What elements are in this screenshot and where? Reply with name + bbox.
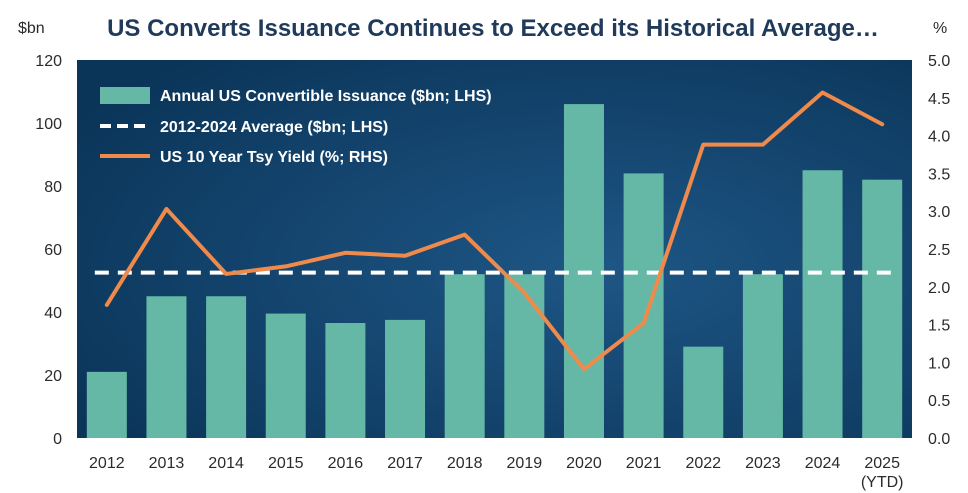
yield-line	[104, 90, 885, 372]
y-left-tick-label: 60	[44, 242, 62, 259]
y-left-tick-label: 80	[44, 179, 62, 196]
y-right-tick-label: 2.5	[928, 242, 950, 259]
yield-point-2015	[284, 264, 288, 268]
bar-2019	[504, 274, 545, 438]
x-tick-label: 2024	[805, 455, 841, 472]
bar-2018	[444, 274, 485, 438]
chart-title: US Converts Issuance Continues to Exceed…	[107, 15, 879, 42]
y-left-tick-label: 100	[35, 116, 62, 133]
y-right-tick-label: 1.0	[928, 355, 950, 372]
y-right-tick-label: 4.5	[928, 91, 950, 108]
bar-2014	[206, 296, 247, 438]
legend-label-average: 2012-2024 Average ($bn; LHS)	[160, 119, 388, 136]
x-tick-label: 2020	[566, 455, 602, 472]
x-tick-label: 2013	[149, 455, 185, 472]
y-left-tick-label: 40	[44, 305, 62, 322]
y-right-tick-label: 0.5	[928, 393, 950, 410]
x-tick-label: 2023	[745, 455, 781, 472]
x-tick-sublabel: (YTD)	[861, 474, 904, 491]
y-right-tick-label: 1.5	[928, 318, 950, 335]
x-tick-label: 2016	[328, 455, 364, 472]
x-tick-label: 2014	[208, 455, 244, 472]
y-left-tick-label: 20	[44, 368, 62, 385]
yield-point-2023	[761, 143, 765, 147]
y-right-tick-label: 4.0	[928, 129, 950, 146]
bar-2015	[265, 313, 306, 438]
yield-point-2012	[105, 303, 109, 307]
yield-point-2019	[522, 291, 526, 295]
legend-swatch-issuance	[100, 87, 150, 104]
x-tick-label: 2025	[864, 455, 900, 472]
x-tick-label: 2018	[447, 455, 483, 472]
bar-2023	[742, 274, 783, 438]
x-tick-label: 2019	[507, 455, 543, 472]
bar-2021	[623, 173, 664, 438]
yield-point-2022	[701, 143, 705, 147]
y-left-tick-label: 0	[53, 431, 62, 448]
legend-label-issuance: Annual US Convertible Issuance ($bn; LHS…	[160, 88, 492, 105]
bar-2013	[146, 296, 187, 438]
yield-point-2013	[164, 207, 168, 211]
bar-2024	[802, 170, 843, 438]
yield-point-2025	[880, 122, 884, 126]
bar-2025	[862, 179, 903, 438]
x-tick-label: 2021	[626, 455, 662, 472]
x-tick-label: 2022	[685, 455, 721, 472]
x-tick-label: 2017	[387, 455, 423, 472]
y-left-unit-label: $bn	[18, 20, 45, 37]
legend-label-yield: US 10 Year Tsy Yield (%; RHS)	[160, 149, 388, 166]
y-right-tick-label: 3.0	[928, 204, 950, 221]
bar-2012	[86, 371, 127, 438]
bar-2022	[683, 346, 724, 438]
y-left-tick-label: 120	[35, 53, 62, 70]
bar-2017	[385, 319, 426, 438]
yield-point-2021	[642, 321, 646, 325]
y-right-tick-label: 0.0	[928, 431, 950, 448]
yield-point-2020	[582, 367, 586, 371]
yield-point-2016	[343, 251, 347, 255]
yield-point-2014	[224, 272, 228, 276]
y-right-tick-label: 2.0	[928, 280, 950, 297]
yield-point-2017	[403, 254, 407, 258]
y-right-unit-label: %	[933, 20, 947, 37]
y-right-tick-label: 3.5	[928, 166, 950, 183]
x-tick-label: 2015	[268, 455, 304, 472]
yield-point-2018	[463, 233, 467, 237]
yield-point-2024	[821, 91, 825, 95]
x-tick-label: 2012	[89, 455, 125, 472]
bar-2016	[325, 323, 366, 438]
y-right-tick-label: 5.0	[928, 53, 950, 70]
